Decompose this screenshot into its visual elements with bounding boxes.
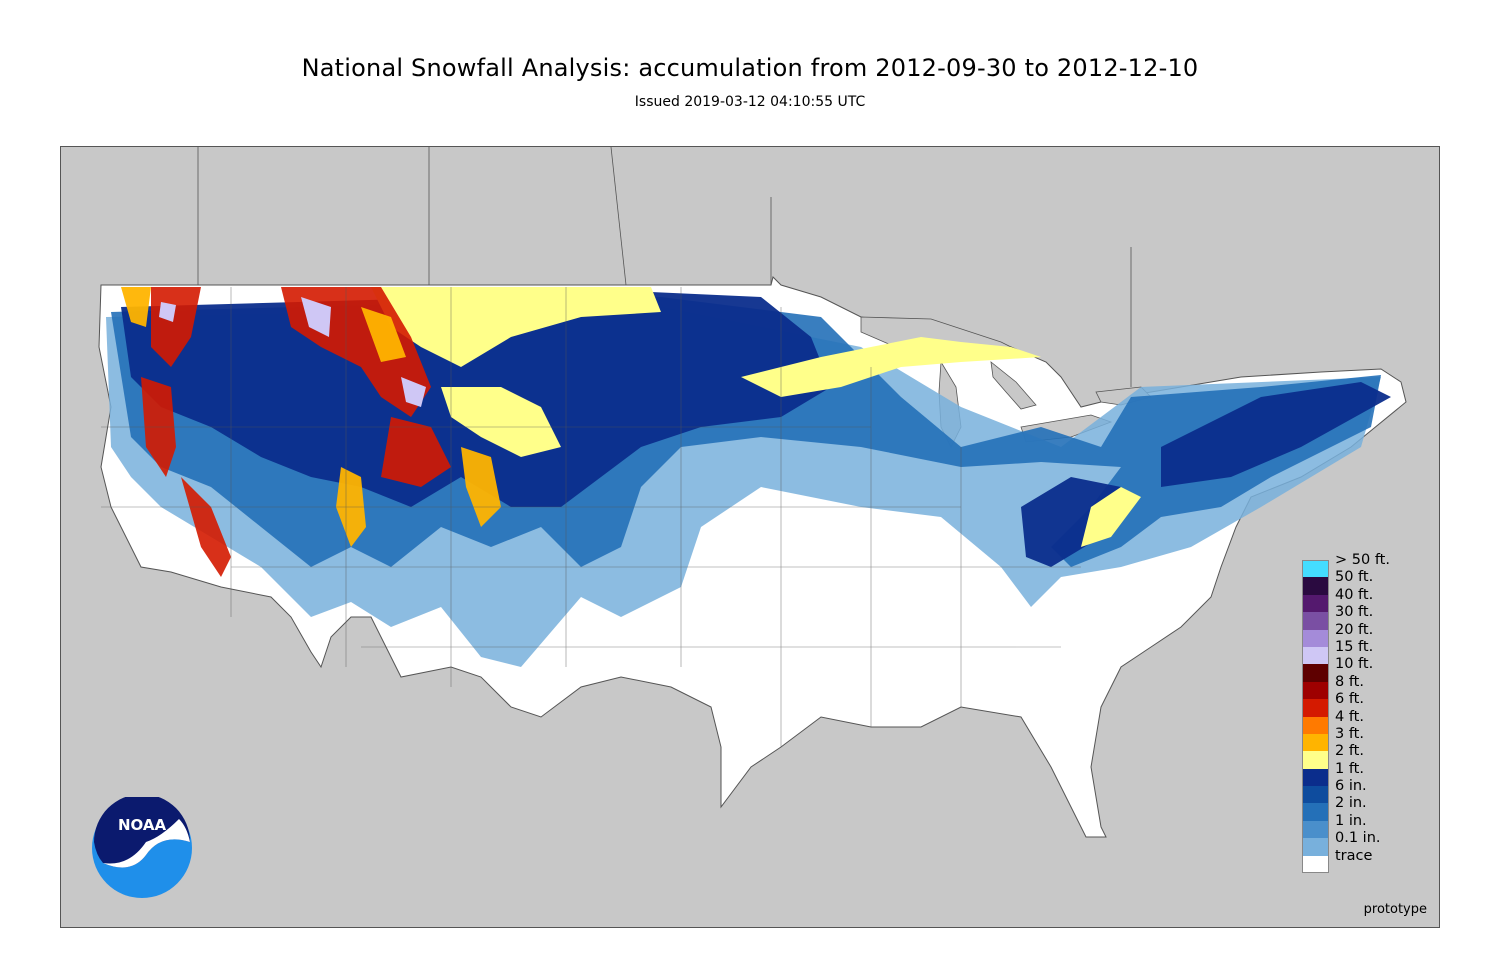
legend-entry: 2 in. [1302,795,1422,821]
legend-entry: 6 in. [1302,778,1422,804]
legend-label: 0.1 in. [1335,830,1381,847]
legend-entry: 30 ft. [1302,604,1422,630]
legend-entry: 40 ft. [1302,587,1422,613]
legend-label: 1 in. [1335,812,1367,829]
legend-entry: 3 ft. [1302,726,1422,752]
map-canvas [98,147,1407,838]
snow-band-yellow [371,287,1141,547]
legend-label: > 50 ft. [1335,552,1390,568]
legend-swatch [1302,733,1329,752]
legend-swatch [1302,716,1329,734]
legend-swatch [1302,664,1329,682]
legend-swatch [1302,768,1329,787]
legend-entry: 1 ft. [1302,761,1422,787]
legend-entry: 10 ft. [1302,656,1422,682]
legend-entry: 50 ft. [1302,569,1422,595]
legend-swatch [1302,612,1329,630]
legend-label: 10 ft. [1335,656,1374,673]
legend-swatch [1302,646,1329,665]
map-title: National Snowfall Analysis: accumulation… [301,54,1199,82]
legend-entry: 15 ft. [1302,639,1422,665]
legend-swatch [1302,681,1329,700]
legend-swatch [1302,560,1329,578]
legend-swatch [1302,629,1329,647]
issued-timestamp: Issued 2019-03-12 04:10:55 UTC [634,94,866,110]
legend-swatch [1302,820,1329,839]
legend-entry: 1 in. [1302,813,1422,839]
snowfall-map: NOAA prototype [60,146,1440,928]
legend-entry: > 50 ft. [1302,552,1422,578]
legend-label: 4 ft. [1335,708,1364,725]
snow-band-red [141,287,451,577]
legend-label: 6 in. [1335,778,1367,795]
legend-swatch [1302,838,1329,856]
legend-swatch [1302,577,1329,595]
legend-label: 1 ft. [1335,760,1364,777]
legend-label: 8 ft. [1335,673,1364,690]
legend: > 50 ft. 50 ft. 40 ft. 30 ft. 20 ft. 15 ft. 10… [1302,552,1422,874]
legend-entry: 8 ft. [1302,674,1422,700]
legend-label: 2 in. [1335,795,1367,812]
legend-entry: 20 ft. [1302,622,1422,647]
legend-label: 20 ft. [1335,621,1374,638]
prototype-watermark: prototype [1363,902,1427,917]
country-borders [197,147,1132,387]
legend-entry: 4 ft. [1302,709,1422,734]
legend-label: 6 ft. [1335,691,1364,708]
noaa-logo: NOAA [91,797,193,899]
legend-entry: trace [1302,848,1422,874]
legend-label: 30 ft. [1335,604,1374,621]
noaa-logo-text: NOAA [118,816,167,834]
state-borders [101,287,1081,747]
legend-swatch [1302,699,1329,717]
legend-label: 3 ft. [1335,725,1364,742]
legend-label: 2 ft. [1335,743,1364,760]
legend-entry: 6 ft. [1302,691,1422,717]
legend-label: 15 ft. [1335,638,1374,655]
legend-swatch [1302,803,1329,821]
legend-swatch [1302,786,1329,804]
snow-band-dark [121,292,1391,567]
legend-label: 50 ft. [1335,569,1374,586]
legend-entry: 0.1 in. [1302,830,1422,856]
legend-swatch [1302,751,1329,769]
legend-swatch [1302,855,1329,874]
legend-swatch [1302,594,1329,613]
legend-label: trace [1335,847,1373,864]
legend-entry: 2 ft. [1302,743,1422,769]
legend-label: 40 ft. [1335,586,1374,603]
